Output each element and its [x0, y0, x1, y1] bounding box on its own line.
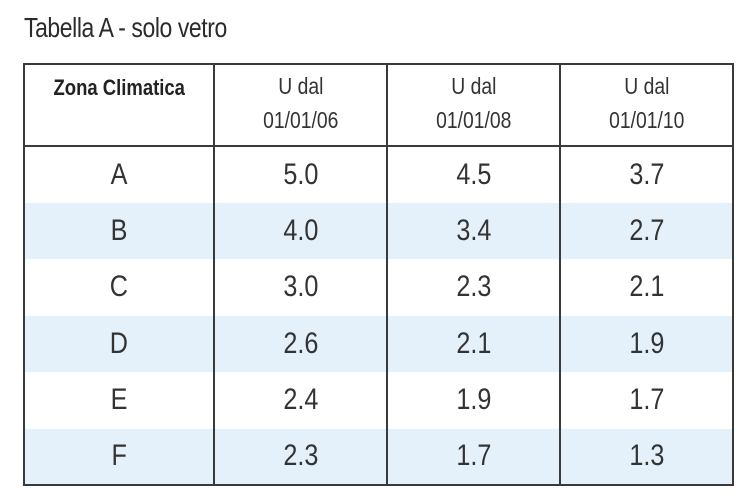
u-value: 1.7 — [628, 383, 665, 417]
zone-value: F — [111, 439, 127, 473]
header-zona-climatica: Zona Climatica — [24, 64, 214, 146]
u2010-cell: 2.7 — [559, 202, 733, 259]
table-row: C 3.0 2.3 2.1 — [24, 259, 733, 316]
u-value: 3.4 — [455, 213, 492, 247]
u2006-cell: 2.6 — [213, 315, 387, 372]
zone-value: C — [109, 270, 129, 304]
zone-value: D — [109, 326, 129, 360]
header-u-2006: U dal 01/01/06 — [213, 64, 387, 146]
u2006-cell: 3.0 — [213, 259, 387, 316]
u2006-cell: 5.0 — [213, 146, 387, 203]
table-row: B 4.0 3.4 2.7 — [24, 202, 733, 259]
header-u-2010: U dal 01/01/10 — [559, 64, 733, 146]
zone-cell: A — [24, 146, 214, 203]
u2010-cell: 3.7 — [559, 146, 733, 203]
header-label-line2: 01/01/10 — [608, 107, 685, 133]
u-values-table: Zona Climatica U dal 01/01/06 U dal 01/0… — [23, 63, 734, 486]
zone-cell: E — [24, 372, 214, 429]
u-value: 2.4 — [282, 383, 319, 417]
table-row: F 2.3 1.7 1.3 — [24, 428, 733, 485]
u2008-cell: 3.4 — [386, 202, 560, 259]
u-value: 1.9 — [455, 383, 492, 417]
zone-cell: B — [24, 202, 214, 259]
u-value: 2.3 — [282, 439, 319, 473]
header-label-line1: U dal — [623, 73, 670, 99]
u-value: 2.1 — [628, 270, 665, 304]
u2006-cell: 2.4 — [213, 372, 387, 429]
u-value: 4.5 — [455, 157, 492, 191]
zone-value: B — [110, 213, 128, 247]
u-value: 2.3 — [455, 270, 492, 304]
header-label-line1: U dal — [277, 73, 324, 99]
u2008-cell: 2.3 — [386, 259, 560, 316]
u-value: 2.6 — [282, 326, 319, 360]
u2008-cell: 1.7 — [386, 428, 560, 485]
header-label-line1: U dal — [450, 73, 497, 99]
zone-value: A — [110, 157, 128, 191]
header-label-line2: 01/01/06 — [262, 107, 339, 133]
u2008-cell: 4.5 — [386, 146, 560, 203]
u-value: 3.0 — [282, 270, 319, 304]
zone-cell: D — [24, 315, 214, 372]
u-value: 3.7 — [628, 157, 665, 191]
header-label-line2: 01/01/08 — [435, 107, 512, 133]
table-row: E 2.4 1.9 1.7 — [24, 372, 733, 429]
u-value: 2.7 — [628, 213, 665, 247]
u2010-cell: 1.3 — [559, 428, 733, 485]
zone-cell: C — [24, 259, 214, 316]
u-value: 4.0 — [282, 213, 319, 247]
u2010-cell: 1.9 — [559, 315, 733, 372]
u-value: 5.0 — [282, 157, 319, 191]
u-value: 1.3 — [628, 439, 665, 473]
header-label: Zona Climatica — [53, 75, 185, 100]
u2008-cell: 1.9 — [386, 372, 560, 429]
u2010-cell: 2.1 — [559, 259, 733, 316]
u-value: 1.9 — [628, 326, 665, 360]
u-value: 2.1 — [455, 326, 492, 360]
table-caption: Tabella A - solo vetro — [24, 12, 227, 43]
zone-value: E — [110, 383, 128, 417]
u2008-cell: 2.1 — [386, 315, 560, 372]
u2010-cell: 1.7 — [559, 372, 733, 429]
table-row: A 5.0 4.5 3.7 — [24, 146, 733, 203]
u2006-cell: 4.0 — [213, 202, 387, 259]
zone-cell: F — [24, 428, 214, 485]
u2006-cell: 2.3 — [213, 428, 387, 485]
u-value: 1.7 — [455, 439, 492, 473]
table-row: D 2.6 2.1 1.9 — [24, 315, 733, 372]
header-u-2008: U dal 01/01/08 — [386, 64, 560, 146]
header-row: Zona Climatica U dal 01/01/06 U dal 01/0… — [24, 64, 733, 146]
